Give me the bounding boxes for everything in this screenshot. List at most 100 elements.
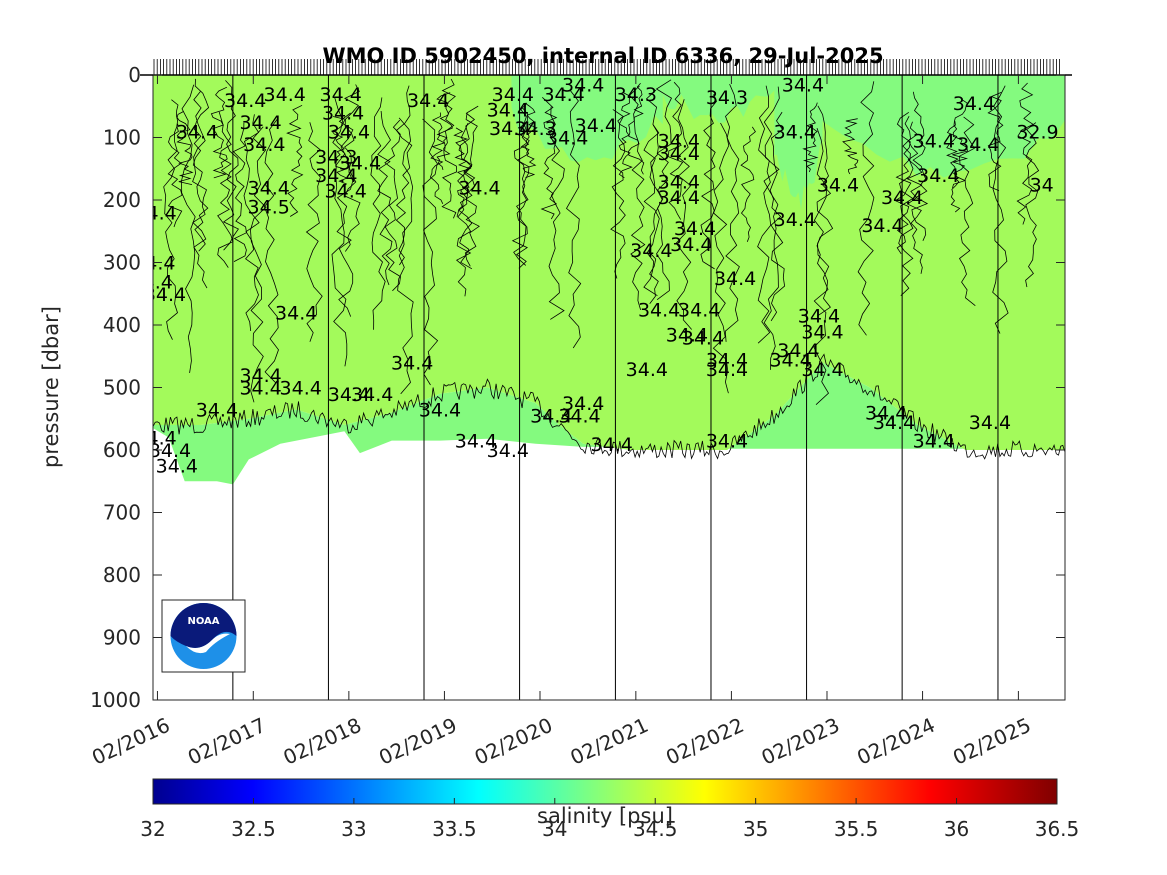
contour-line [610,109,626,279]
contour-label: 34.4 [144,284,186,306]
contour-label: 34.4 [774,209,816,231]
contour-line [192,91,208,289]
contour-label: 34.4 [264,84,306,106]
y-tick-label: 1000 [90,688,141,712]
contour-label: 34.4 [239,378,281,400]
y-tick-label: 0 [128,63,141,87]
colorbar-tick-label: 34 [542,817,567,841]
contour-line [377,110,393,286]
contour-line [857,81,875,336]
contour-line [992,85,1009,334]
contour-label: 34.4 [774,121,816,143]
contour-line [667,81,684,220]
colorbar-tick-label: 36 [944,817,969,841]
contour-label: 34.4 [801,321,843,343]
contour-label: 34.4 [322,103,364,125]
contour-line [520,102,538,179]
contour-label: 34.4 [865,403,907,425]
y-tick-label: 500 [103,376,141,400]
contour-line [250,126,267,403]
contour-label: 34.4 [407,90,449,112]
contour-label: 34.4 [243,134,285,156]
contour-label: 34.4 [156,456,198,478]
colorbar: 32 32.5 33 33.5 34 34.5 35 35.5 36 36.5 salinity … [140,778,1080,841]
colorbar-tick-label: 36.5 [1035,817,1080,841]
contour-line [181,84,196,373]
y-axis: 0 100 200 300 400 500 600 700 800 900 1000 [90,63,1065,712]
svg-text:NOAA: NOAA [187,616,219,627]
contour-line [700,93,717,270]
contour-line [617,92,633,179]
x-tick-label: 02/2018 [280,713,365,770]
contour-label: 34.4 [953,93,995,115]
colorbar-tick-label: 35.5 [834,817,879,841]
contour-line [958,116,976,307]
fill-surface-patch [662,75,775,123]
plot-area: 34.434.434.434.434.4 34.434.434.434.334.4… [133,74,1065,700]
x-tick-label: 02/2016 [88,713,173,770]
contour-label: 34.4 [801,359,843,381]
contour-label: 34.4 [196,399,238,421]
contour-label: 34.4 [176,121,218,143]
contour-label: 34.4 [957,134,999,156]
contour-label: 34.4 [674,218,716,240]
profile-surface-ticks [153,59,1060,75]
contour-label: 34.3 [514,118,556,140]
contour-line [232,122,247,262]
contour-label: 34.4 [881,187,923,209]
contour-label: 34.4 [134,428,176,450]
contour-label: 34.4 [969,412,1011,434]
contour-line [286,104,304,217]
y-tick-label: 600 [103,438,141,462]
contour-line [167,99,183,228]
contour-label: 34.4 [280,378,322,400]
contour-label: 34.4 [562,74,604,96]
contour-line [946,121,961,213]
contour-label: 34.4 [682,328,724,350]
x-tick-label: 02/2024 [853,713,938,770]
contour-label: 34.4 [558,406,600,428]
contour-label: 34.3 [315,146,357,168]
contour-label: 34.4 [658,187,700,209]
contour-label: 34.4 [913,131,955,153]
contour-label: 34.4 [917,165,959,187]
fill-surface-patch [511,75,663,163]
contour-label: 34.4 [391,353,433,375]
contour-label: 34.4 [419,399,461,421]
x-tick-label: 02/2021 [567,713,652,770]
colorbar-tick-label: 33.5 [432,817,477,841]
x-tick-label: 02/2023 [758,713,843,770]
contour-line [331,97,348,367]
contour-label: 34.4 [861,215,903,237]
contour-label: 34.4 [782,74,824,96]
contour-line [243,114,260,332]
contour-label: 34.4 [487,99,529,121]
contour-line [712,122,730,394]
contour-label: 34.4 [239,365,281,387]
salinity-fill [153,75,1065,485]
contour-line [627,82,645,175]
contour-label: 34.4 [489,118,531,140]
contour-line [987,92,1004,192]
contour-label: 34.4 [315,165,357,187]
contour-line [395,85,413,266]
contour-line [629,85,646,311]
contour-line [463,105,480,267]
profile-lines [232,75,999,700]
contour-label: 34.4 [626,359,668,381]
contour-line [458,112,476,270]
y-tick-label: 200 [103,188,141,212]
contour-line [210,86,228,179]
contour-label: 34.4 [224,90,266,112]
contour-line [740,126,756,242]
contour-line [455,123,473,297]
contour-label: 34.4 [769,349,811,371]
contour-label: 34.4 [458,178,500,200]
colorbar-tick-label: 35 [743,817,768,841]
contour-label: 34.4 [798,306,840,328]
contour-label: 34.4 [133,253,175,275]
contour-line [802,102,819,173]
x-tick-label: 02/2019 [375,713,460,770]
contour-label: 34.4 [542,84,584,106]
fill-lower-layer [153,362,1065,485]
